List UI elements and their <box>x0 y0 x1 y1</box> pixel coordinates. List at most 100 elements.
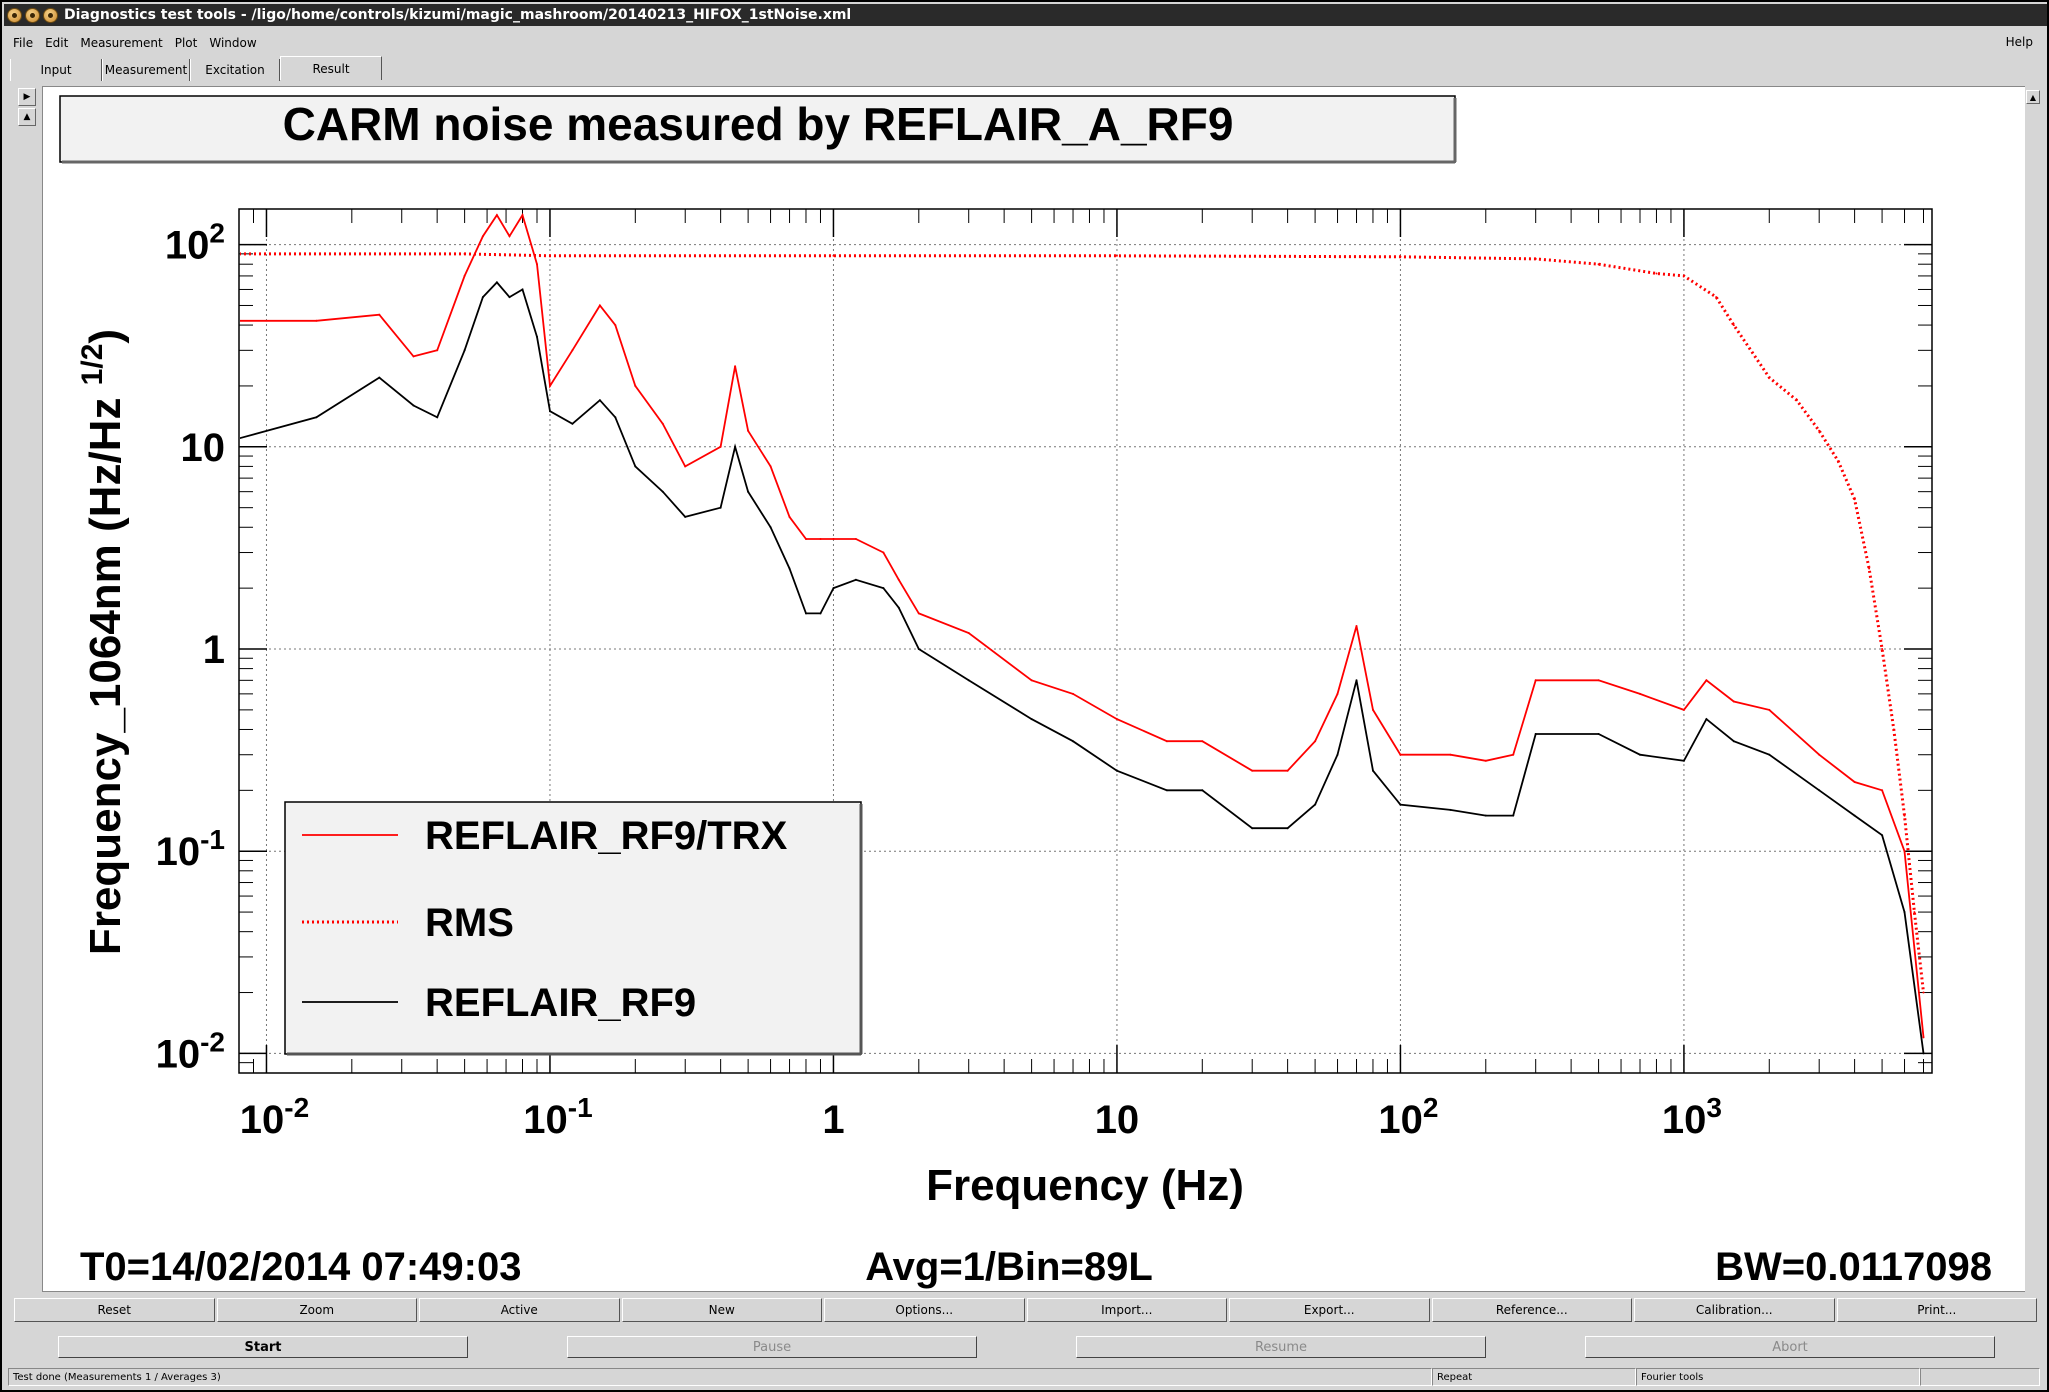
tab-input[interactable]: Input <box>10 59 102 81</box>
series-0-point <box>1355 625 1358 627</box>
y-tick-label-3: 10 <box>181 426 226 470</box>
tab-excitation[interactable]: Excitation <box>190 59 280 81</box>
series-2-point <box>508 296 511 299</box>
menu-plot[interactable]: Plot <box>174 36 198 50</box>
series-0-point <box>1512 753 1515 756</box>
series-2-point <box>897 606 900 609</box>
pad-next-arrow-icon[interactable]: ▶ <box>18 88 36 106</box>
import-button[interactable]: Import... <box>1026 1298 1227 1322</box>
series-0-point <box>1881 789 1884 792</box>
options-button[interactable]: Options... <box>824 1298 1025 1322</box>
y-axis-label-text: Frequency_1064nm (Hz/Hz <box>81 398 130 956</box>
series-1-point <box>1597 263 1600 266</box>
close-icon[interactable] <box>7 7 22 23</box>
series-1-point <box>1903 814 1906 817</box>
menu-file[interactable]: File <box>13 36 34 50</box>
zoom-button[interactable]: Zoom <box>216 1298 417 1322</box>
vertical-scrollbar[interactable] <box>2025 86 2041 1292</box>
status-repeat: Repeat <box>1432 1368 1636 1386</box>
series-0-point <box>634 384 637 387</box>
series-1-point <box>1715 296 1718 299</box>
series-2-point <box>1165 789 1168 792</box>
series-1-point <box>1655 272 1658 275</box>
series-2-point <box>882 587 885 590</box>
series-1-point <box>1115 254 1118 257</box>
series-0-point <box>1597 679 1600 682</box>
series-0-point <box>805 538 807 540</box>
series-0-point <box>1449 753 1452 756</box>
series-1-point <box>1818 429 1821 432</box>
grid <box>239 209 1932 1073</box>
reference-button[interactable]: Reference... <box>1431 1298 1632 1322</box>
tab-result[interactable]: Result <box>280 56 382 80</box>
active-button[interactable]: Active <box>419 1298 620 1322</box>
series-0-point <box>819 538 822 540</box>
calibration-button[interactable]: Calibration... <box>1634 1298 1835 1322</box>
series-0-point <box>1399 753 1402 756</box>
series-2-point <box>378 376 381 379</box>
series-0-point <box>412 355 415 358</box>
title-bar: Diagnostics test tools - /ligo/home/cont… <box>4 4 2047 26</box>
menu-edit[interactable]: Edit <box>45 36 69 50</box>
series-0-point <box>788 515 791 518</box>
pause-button[interactable]: Pause <box>567 1336 977 1358</box>
series-2-point <box>1355 679 1358 682</box>
pad-up-arrow-icon[interactable]: ▲ <box>18 108 36 126</box>
status-bar: Test done (Measurements 1 / Averages 3) … <box>8 1368 2047 1388</box>
series-0-point <box>684 465 687 468</box>
menu-measurement[interactable]: Measurement <box>80 36 163 50</box>
new-button[interactable]: New <box>621 1298 822 1322</box>
series-2-point <box>734 445 737 448</box>
series-1-point <box>1868 567 1871 570</box>
series-0-point <box>1336 692 1339 695</box>
start-button[interactable]: Start <box>58 1336 468 1358</box>
series-0-point <box>1732 700 1735 703</box>
series-2-point <box>634 465 637 468</box>
tab-measurement[interactable]: Measurement <box>102 59 190 81</box>
maximize-icon[interactable] <box>43 7 58 23</box>
series-2-point <box>436 416 439 419</box>
series-2-point <box>805 612 807 615</box>
resume-button[interactable]: Resume <box>1076 1336 1486 1358</box>
menu-help[interactable]: Help <box>2005 35 2033 49</box>
series-1-point <box>1795 399 1798 402</box>
series-line-0 <box>240 212 1925 1038</box>
series-0-point <box>1072 692 1074 695</box>
series-0-point <box>598 304 601 307</box>
series-2-point <box>481 296 484 299</box>
export-button[interactable]: Export... <box>1229 1298 1430 1322</box>
reset-button[interactable]: Reset <box>14 1298 215 1322</box>
print-button[interactable]: Print... <box>1836 1298 2037 1322</box>
series-2-point <box>598 399 601 402</box>
info-bw: BW=0.0117098 <box>1715 1245 1992 1289</box>
status-extra <box>1920 1368 2040 1386</box>
series-2-point <box>1903 911 1906 914</box>
series-2-point <box>661 490 664 493</box>
series-0-point <box>495 214 498 217</box>
chart-title: CARM noise measured by REFLAIR_A_RF9 <box>283 98 1234 150</box>
menu-window[interactable]: Window <box>209 36 257 50</box>
series-2-point <box>463 349 466 352</box>
scroll-up-arrow-icon[interactable]: ▲ <box>2026 90 2040 104</box>
series-0-point <box>1201 740 1204 743</box>
chart-title-box <box>59 95 1456 163</box>
series-1-point <box>1913 911 1916 914</box>
series-0-point <box>769 465 772 468</box>
info-t0: T0=14/02/2014 07:49:03 <box>80 1245 521 1289</box>
series-2-point <box>684 515 687 518</box>
series-1-point <box>1922 991 1925 994</box>
abort-button[interactable]: Abort <box>1585 1336 1995 1358</box>
minimize-icon[interactable] <box>25 7 40 23</box>
control-button-row: Start Pause Resume Abort <box>14 1332 2039 1362</box>
series-1-point <box>1682 274 1685 277</box>
series-1-point <box>832 254 835 257</box>
series-2-point <box>1922 1052 1925 1055</box>
series-line-2 <box>240 281 1925 1054</box>
series-0-point <box>1682 708 1685 711</box>
x-tick-label-3: 10 <box>1095 1098 1140 1142</box>
series-2-point <box>495 281 498 284</box>
series-0-point <box>1030 679 1033 682</box>
series-0-point <box>882 551 885 554</box>
series-2-point <box>769 526 772 529</box>
